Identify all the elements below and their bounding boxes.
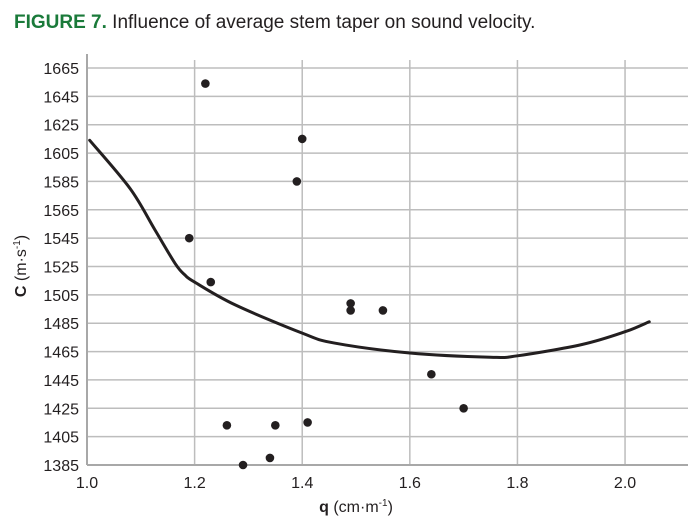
y-axis-label-sup: -1 bbox=[12, 240, 23, 249]
data-point bbox=[238, 460, 248, 470]
data-point bbox=[206, 277, 216, 287]
y-tick-label: 1585 bbox=[43, 174, 79, 191]
data-point bbox=[297, 134, 307, 144]
data-point bbox=[265, 453, 275, 463]
y-axis-label-unit: (m·s bbox=[13, 249, 30, 281]
y-axis-label: C (m·s-1) bbox=[12, 235, 30, 297]
y-tick-label: 1465 bbox=[43, 345, 79, 362]
x-axis-label-unit: (cm·m bbox=[333, 499, 378, 516]
y-tick-label: 1445 bbox=[43, 373, 79, 390]
y-tick-label: 1425 bbox=[43, 401, 79, 418]
x-tick-label: 2.0 bbox=[614, 475, 636, 492]
figure-label: FIGURE 7. bbox=[14, 12, 107, 33]
y-tick-label: 1605 bbox=[43, 146, 79, 163]
x-tick-label: 1.4 bbox=[291, 475, 313, 492]
data-point bbox=[378, 306, 388, 315]
x-tick-label: 1.6 bbox=[399, 475, 421, 492]
data-points bbox=[184, 79, 468, 470]
trend-line-group bbox=[88, 138, 651, 360]
data-point bbox=[427, 369, 436, 379]
y-tick-label: 1405 bbox=[43, 430, 79, 447]
data-point bbox=[184, 233, 194, 243]
y-axis-label-close: ) bbox=[13, 235, 30, 240]
x-tick-label: 1.0 bbox=[76, 475, 98, 492]
y-tick-label: 1645 bbox=[43, 89, 79, 106]
x-axis-label-var: q bbox=[319, 499, 329, 516]
data-point bbox=[346, 299, 355, 308]
y-axis-label-var: C bbox=[13, 285, 30, 297]
data-point bbox=[271, 421, 280, 430]
axes bbox=[86, 54, 688, 466]
y-tick-labels: 1385 1405 1425 1445 1465 1485 1505 1525 1545 1565… bbox=[43, 61, 79, 475]
y-tick-label: 1385 bbox=[43, 458, 79, 475]
data-point bbox=[222, 421, 232, 430]
data-point bbox=[459, 403, 468, 413]
x-axis-label: q (cm·m-1) bbox=[319, 498, 393, 516]
x-tick-labels: 1.0 1.2 1.4 1.6 1.8 2.0 bbox=[76, 475, 636, 492]
x-axis-label-close: ) bbox=[388, 499, 393, 516]
y-tick-label: 1565 bbox=[43, 203, 79, 220]
x-axis-label-sup: -1 bbox=[379, 498, 388, 509]
y-tick-label: 1505 bbox=[43, 288, 79, 305]
x-tick-label: 1.8 bbox=[506, 475, 528, 492]
y-tick-label: 1545 bbox=[43, 231, 79, 248]
y-tick-label: 1525 bbox=[43, 260, 79, 277]
grid bbox=[87, 60, 688, 466]
y-tick-label: 1665 bbox=[43, 61, 79, 78]
data-point bbox=[292, 177, 302, 186]
trend-line bbox=[88, 138, 651, 360]
data-point bbox=[346, 306, 355, 315]
data-point bbox=[201, 79, 210, 88]
figure-caption: FIGURE 7. Influence of average stem tape… bbox=[14, 12, 535, 34]
data-point bbox=[303, 418, 312, 427]
y-tick-label: 1625 bbox=[43, 118, 79, 135]
figure-title: Influence of average stem taper on sound… bbox=[106, 12, 536, 33]
x-tick-label: 1.2 bbox=[183, 475, 205, 492]
y-tick-label: 1485 bbox=[43, 316, 79, 333]
